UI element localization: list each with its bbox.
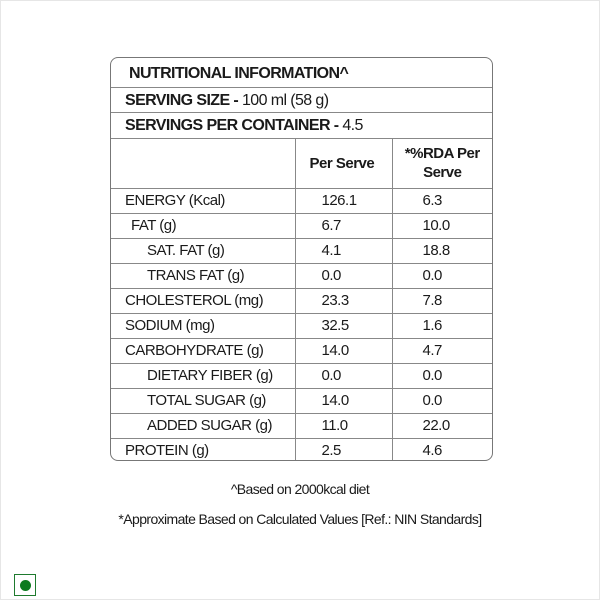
rda-value: 22.0 (391, 413, 492, 439)
nutrient-name: DIETARY FIBER (g) (111, 363, 295, 389)
table-row: DIETARY FIBER (g) 0.0 0.0 (111, 363, 492, 389)
rda-value: 0.0 (391, 388, 492, 414)
per-serve-value: 0.0 (294, 363, 392, 389)
nutrient-name: SODIUM (mg) (111, 313, 295, 339)
table-row: ADDED SUGAR (g) 11.0 22.0 (111, 413, 492, 439)
rda-value: 4.6 (391, 438, 492, 460)
serving-size-value: 100 ml (58 g) (241, 92, 329, 109)
table-row: SODIUM (mg) 32.5 1.6 (111, 313, 492, 339)
servings-label: SERVINGS PER CONTAINER - (125, 117, 339, 134)
rda-value: 1.6 (391, 313, 492, 339)
nutrient-name: ENERGY (Kcal) (111, 188, 295, 214)
nutrition-table: Per Serve *%RDA Per Serve ENERGY (Kcal) 1… (111, 139, 492, 460)
nutrient-name: PROTEIN (g) (125, 441, 209, 459)
rda-value: 6.3 (391, 188, 492, 214)
nutrient-name: ADDED SUGAR (g) (111, 413, 295, 439)
per-serve-value: 23.3 (294, 288, 392, 314)
nutrition-label: NUTRITIONAL INFORMATION^ SERVING SIZE - … (110, 57, 493, 461)
per-serve-value: 0.0 (294, 263, 392, 289)
veg-dot (20, 580, 31, 591)
label-title: NUTRITIONAL INFORMATION^ (111, 58, 492, 88)
per-serve-value: 4.1 (294, 238, 392, 264)
nutrient-name: CHOLESTEROL (mg) (111, 288, 295, 314)
header-per-serve: Per Serve (294, 139, 392, 189)
per-serve-value: 126.1 (294, 188, 392, 214)
header-rda: *%RDA Per Serve (391, 139, 492, 189)
table-row: ENERGY (Kcal) 126.1 6.3 (111, 188, 492, 214)
servings-value: 4.5 (342, 117, 363, 134)
nutrient-name: TOTAL SUGAR (g) (111, 388, 295, 414)
nutrient-name: FAT (g) (111, 213, 295, 239)
rda-value: 0.0 (391, 263, 492, 289)
per-serve-value: 32.5 (294, 313, 392, 339)
footnote-approx: *Approximate Based on Calculated Values … (118, 511, 482, 527)
table-row: FAT (g) 6.7 10.0 (111, 213, 492, 239)
footnote-diet: ^Based on 2000kcal diet (230, 481, 370, 497)
table-row: CARBOHYDRATE (g) 14.0 4.7 (111, 338, 492, 364)
rda-value: 10.0 (391, 213, 492, 239)
header-nutrient (111, 139, 295, 189)
nutrient-name: TRANS FAT (g) (111, 263, 295, 289)
serving-size: SERVING SIZE - 100 ml (58 g) (111, 88, 492, 113)
servings-per-container: SERVINGS PER CONTAINER - 4.5 (111, 113, 492, 139)
table-row: SAT. FAT (g) 4.1 18.8 (111, 238, 492, 264)
table-row: TRANS FAT (g) 0.0 0.0 (111, 263, 492, 289)
per-serve-value: 14.0 (294, 388, 392, 414)
table-row: CHOLESTEROL (mg) 23.3 7.8 (111, 288, 492, 314)
table-header: Per Serve *%RDA Per Serve (111, 139, 492, 189)
rda-value: 7.8 (391, 288, 492, 314)
rda-value: 18.8 (391, 238, 492, 264)
per-serve-value: 6.7 (294, 213, 392, 239)
rda-value: 4.7 (391, 338, 492, 364)
nutrient-name: CARBOHYDRATE (g) (111, 338, 295, 364)
nutrient-name: SAT. FAT (g) (111, 238, 295, 264)
table-row: TOTAL SUGAR (g) 14.0 0.0 (111, 388, 492, 414)
per-serve-value: 11.0 (294, 413, 392, 439)
per-serve-value: 14.0 (294, 338, 392, 364)
table-row: PROTEIN (g) 2.5 4.6 (111, 438, 492, 460)
veg-symbol-icon (14, 574, 36, 596)
serving-size-label: SERVING SIZE - (125, 92, 239, 109)
per-serve-value: 2.5 (294, 438, 392, 460)
rda-value: 0.0 (391, 363, 492, 389)
